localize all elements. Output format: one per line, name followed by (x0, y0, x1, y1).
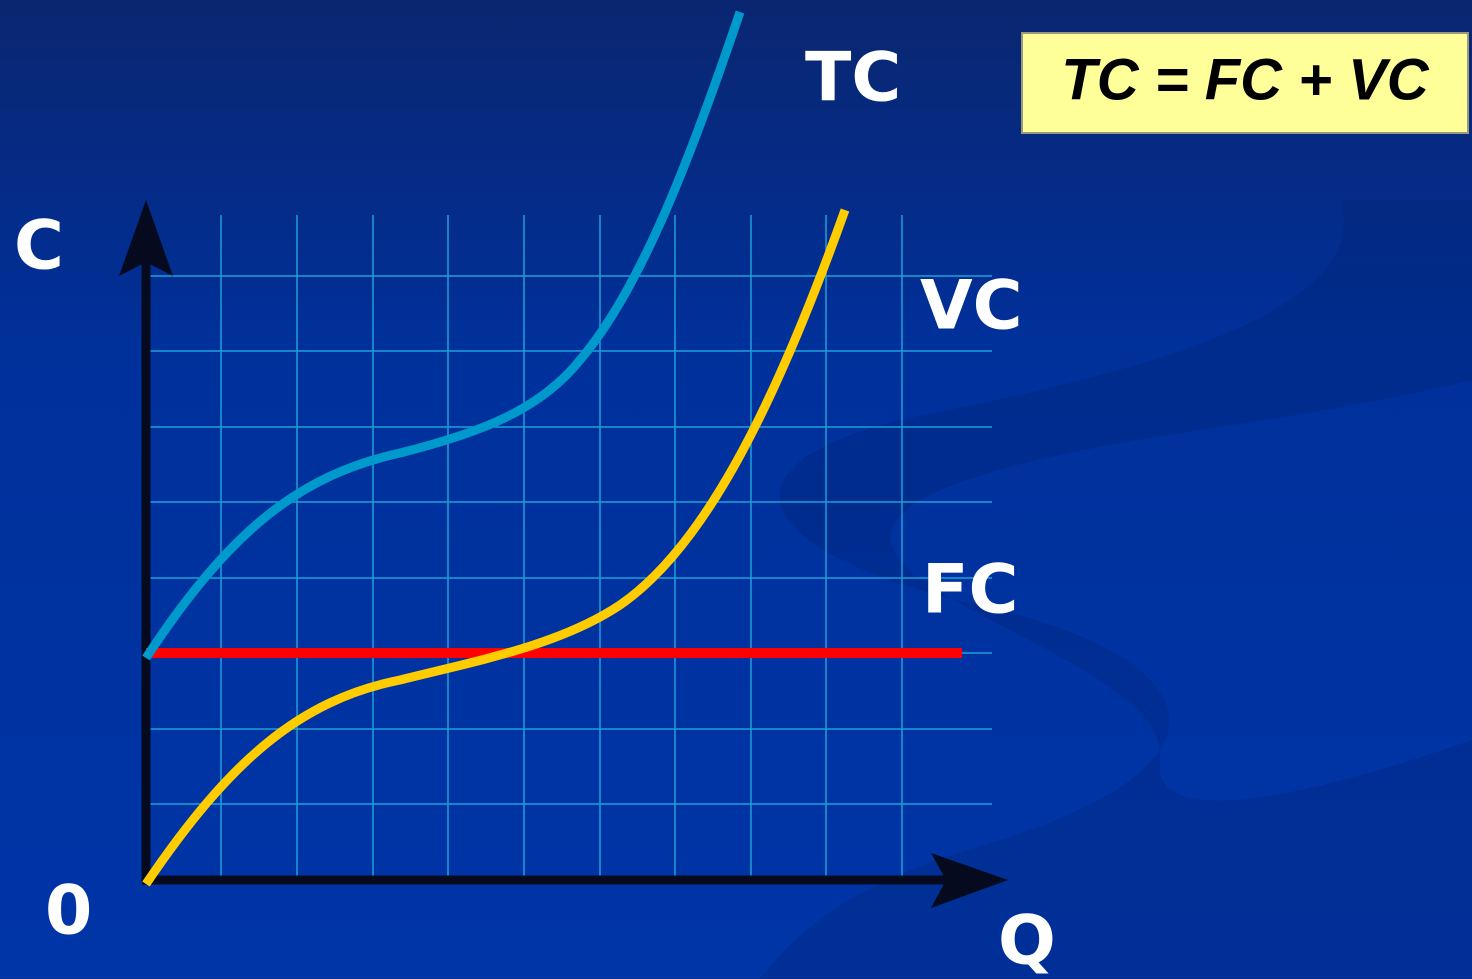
vc-label: VC (920, 267, 1023, 346)
tc-label: TC (805, 39, 901, 118)
axes (119, 200, 1008, 908)
formula-text: TC = FC + VC (1061, 47, 1430, 112)
formula-box (1021, 32, 1469, 134)
tc-curve (142, 10, 745, 661)
fc-label: FC (922, 551, 1018, 630)
x-axis-label: Q (998, 902, 1056, 979)
vc-curve (142, 208, 850, 887)
y-axis-label: C (14, 207, 64, 286)
origin-label: 0 (45, 872, 92, 951)
background-swirl (760, 200, 1472, 979)
